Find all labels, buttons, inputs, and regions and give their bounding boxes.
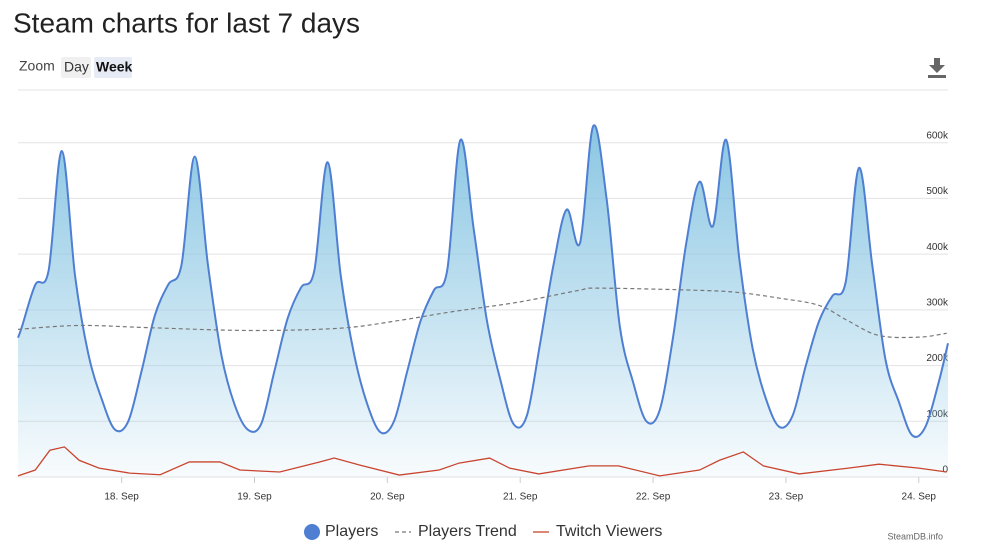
legend-item[interactable]: Players Trend bbox=[395, 523, 517, 540]
x-tick-label: 24. Sep bbox=[902, 492, 937, 503]
chart-title: Steam charts for last 7 days bbox=[13, 7, 360, 38]
x-tick-label: 21. Sep bbox=[503, 492, 538, 503]
x-tick-label: 18. Sep bbox=[104, 492, 139, 503]
legend-item[interactable]: Twitch Viewers bbox=[533, 523, 662, 540]
legend-label[interactable]: Twitch Viewers bbox=[556, 523, 662, 540]
credit: SteamDB.info bbox=[887, 531, 943, 541]
legend-label[interactable]: Players bbox=[325, 523, 378, 540]
zoom-week[interactable]: Week bbox=[96, 59, 133, 75]
zoom-day[interactable]: Day bbox=[64, 59, 89, 75]
legend-symbol bbox=[304, 524, 320, 540]
x-tick-label: 22. Sep bbox=[636, 492, 671, 503]
zoom-week-button[interactable] bbox=[94, 57, 132, 78]
x-tick-label: 19. Sep bbox=[237, 492, 272, 503]
legend-label[interactable]: Players Trend bbox=[418, 523, 517, 540]
line bbox=[17, 287, 947, 339]
y-tick-label: 400k bbox=[926, 242, 949, 253]
line bbox=[17, 446, 947, 477]
y-tick-label: 200k bbox=[926, 353, 949, 364]
download-button[interactable] bbox=[928, 58, 946, 78]
y-tick-label: 500k bbox=[926, 186, 949, 197]
zoom-label: Zoom bbox=[19, 58, 55, 74]
legend-item[interactable]: Players bbox=[304, 523, 378, 540]
x-tick-label: 23. Sep bbox=[769, 492, 804, 503]
zoom-day-button[interactable] bbox=[61, 57, 91, 78]
line bbox=[17, 124, 949, 438]
y-tick-label: 600k bbox=[926, 130, 949, 141]
y-tick-label: 300k bbox=[926, 297, 949, 308]
x-tick-label: 20. Sep bbox=[370, 492, 405, 503]
